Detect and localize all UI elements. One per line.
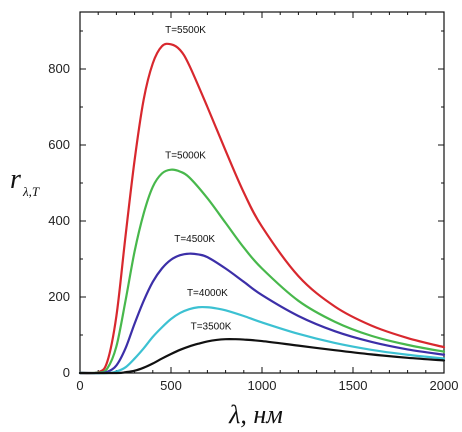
x-tick-label: 1500 [339,378,368,393]
y-axis-title: r [10,164,21,195]
curve-label: T=5000K [165,150,206,161]
series-line-t-3500k [78,338,446,375]
series-layer [78,42,446,375]
curve-label: T=4000K [187,288,228,299]
x-tick-label: 2000 [430,378,459,393]
x-tick-label: 500 [160,378,182,393]
y-tick-label: 400 [48,213,70,228]
series-line-t-4000k [78,305,446,375]
y-tick-label: 800 [48,61,70,76]
y-axis-title-subscript: λ,T [22,184,40,199]
series-line-t-5500k [78,42,446,375]
x-tick-label: 1000 [248,378,277,393]
curve-label: T=3500K [191,321,232,332]
y-tick-label: 0 [63,365,70,380]
annotation-layer: T=5500K T=5000K T=4500K T=4000K T=3500K [165,25,232,332]
plot-frame [79,11,445,374]
x-tick-label: 0 [76,378,83,393]
x-axis-title: λ, нм [228,400,283,429]
y-ticks: 0 200 400 600 800 [48,30,444,380]
x-ticks: 0 500 1000 1500 2000 [76,12,458,393]
y-tick-label: 600 [48,137,70,152]
series-line-t-5000k [78,168,446,375]
curve-label: T=4500K [174,234,215,245]
y-tick-label: 200 [48,289,70,304]
series-line-t-4500k [78,252,446,375]
curve-label: T=5500K [165,25,206,36]
